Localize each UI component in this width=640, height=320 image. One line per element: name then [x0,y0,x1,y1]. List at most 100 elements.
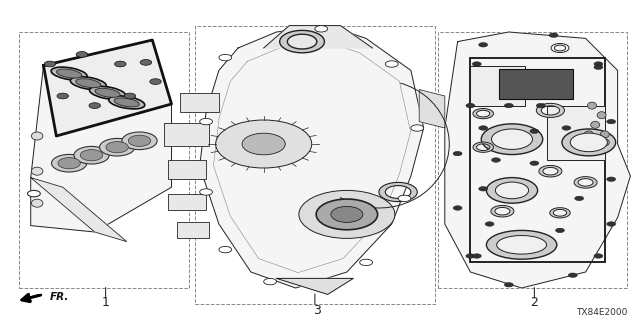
Ellipse shape [600,139,609,146]
Circle shape [140,60,152,65]
Circle shape [200,189,212,195]
Bar [195,26,435,304]
Circle shape [115,61,126,67]
Ellipse shape [129,135,151,146]
Circle shape [360,259,372,266]
Circle shape [530,161,539,165]
Ellipse shape [51,67,87,80]
Circle shape [219,54,232,61]
Circle shape [264,278,276,285]
Text: 3: 3 [313,304,321,317]
Ellipse shape [74,146,109,164]
Polygon shape [31,40,172,232]
Bar [168,194,206,210]
Circle shape [485,222,494,226]
Bar [470,58,605,262]
Text: FR.: FR. [50,292,69,302]
Circle shape [472,62,481,66]
Ellipse shape [588,102,596,109]
Ellipse shape [51,154,87,172]
Circle shape [562,126,571,130]
Ellipse shape [570,133,607,152]
Circle shape [549,33,558,37]
Ellipse shape [90,86,125,99]
Ellipse shape [486,230,557,259]
Ellipse shape [492,129,532,149]
Circle shape [150,79,161,84]
Circle shape [44,61,56,67]
Circle shape [607,119,616,124]
Circle shape [479,43,488,47]
Ellipse shape [591,121,600,128]
Polygon shape [44,40,172,136]
Circle shape [89,103,100,108]
Bar [470,66,525,106]
Circle shape [575,196,584,201]
Circle shape [530,129,539,133]
Circle shape [594,254,603,258]
Circle shape [594,62,603,66]
Circle shape [299,190,395,238]
Ellipse shape [114,98,140,107]
Ellipse shape [56,69,82,78]
Circle shape [594,65,603,69]
Ellipse shape [495,182,529,199]
Circle shape [411,125,424,131]
Ellipse shape [70,77,106,90]
Circle shape [398,195,411,202]
Circle shape [385,61,398,67]
Ellipse shape [58,157,81,169]
Circle shape [453,151,462,156]
Ellipse shape [31,132,43,140]
Ellipse shape [31,199,43,207]
Polygon shape [419,90,445,128]
Circle shape [216,120,312,168]
Ellipse shape [597,112,606,119]
Circle shape [453,206,462,210]
Ellipse shape [106,141,128,153]
Circle shape [568,273,577,277]
Ellipse shape [109,96,145,109]
Circle shape [607,222,616,226]
Ellipse shape [122,132,157,149]
Polygon shape [276,278,353,294]
Text: 1: 1 [102,296,109,309]
Bar [438,32,627,288]
Text: 2: 2 [531,296,538,309]
Bar [164,123,209,146]
Bar [19,32,189,288]
Ellipse shape [481,124,543,155]
Polygon shape [200,26,424,288]
Circle shape [479,187,488,191]
Bar [180,93,219,112]
Circle shape [607,177,616,181]
Circle shape [472,254,481,258]
Circle shape [331,206,363,222]
Ellipse shape [95,88,120,97]
Circle shape [556,228,564,233]
Ellipse shape [584,131,593,138]
Circle shape [536,103,545,108]
Circle shape [28,190,40,197]
Circle shape [492,158,500,162]
Ellipse shape [600,131,609,138]
Circle shape [316,199,378,230]
Ellipse shape [486,178,538,203]
Circle shape [76,52,88,57]
Ellipse shape [76,79,101,88]
Bar [168,160,206,179]
Polygon shape [264,26,372,48]
Circle shape [315,26,328,32]
Circle shape [466,254,475,258]
Circle shape [200,118,212,125]
Polygon shape [445,32,630,288]
Circle shape [466,103,475,108]
Ellipse shape [100,138,135,156]
Circle shape [504,103,513,108]
Circle shape [57,93,68,99]
Circle shape [504,283,513,287]
Circle shape [124,93,136,99]
Ellipse shape [31,167,43,175]
Circle shape [479,126,488,130]
Ellipse shape [497,236,547,254]
